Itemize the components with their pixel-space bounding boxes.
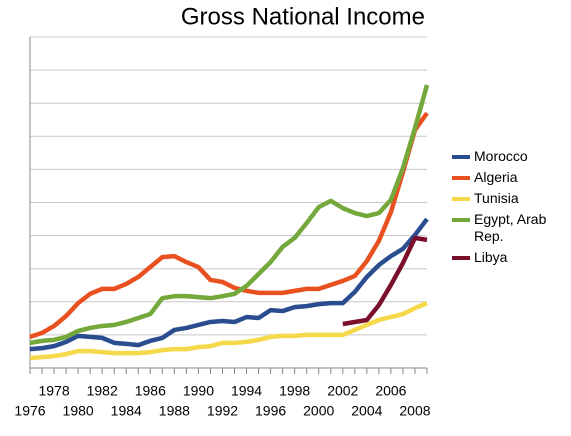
- x-tick-label: 1980: [63, 403, 94, 419]
- legend: Morocco Algeria Tunisia Egypt, Arab Rep. Lib…: [452, 148, 552, 270]
- x-tick-label: 1990: [183, 383, 214, 399]
- x-tick-label: 1978: [38, 383, 69, 399]
- legend-swatch: [452, 155, 470, 159]
- chart-title: Gross National Income: [181, 3, 425, 30]
- legend-swatch: [452, 176, 470, 180]
- x-tick-label: 1994: [231, 383, 262, 399]
- legend-swatch: [452, 218, 470, 222]
- x-tick-label: 2002: [327, 383, 358, 399]
- series-line: [29, 301, 428, 361]
- x-tick-label: 1988: [159, 403, 190, 419]
- x-tick-label: 2008: [399, 403, 430, 419]
- x-tick-label: 1986: [135, 383, 166, 399]
- x-tick-label: 2006: [375, 383, 406, 399]
- x-tick-label: 1992: [207, 403, 238, 419]
- series-line: [29, 217, 429, 352]
- x-tick-label: 1984: [111, 403, 142, 419]
- legend-item: Libya: [452, 249, 552, 266]
- x-tick-label: 1976: [14, 403, 45, 419]
- legend-item: Algeria: [452, 169, 552, 186]
- x-tick-label: 2004: [351, 403, 382, 419]
- legend-item: Morocco: [452, 148, 552, 165]
- x-tick-label: 1996: [255, 403, 286, 419]
- legend-item: Egypt, Arab Rep.: [452, 211, 552, 245]
- x-tick-label: 1998: [279, 383, 310, 399]
- series-line: [29, 84, 430, 346]
- legend-swatch: [452, 256, 470, 260]
- legend-label: Morocco: [474, 148, 528, 164]
- series-line: [342, 235, 428, 327]
- legend-item: Tunisia: [452, 190, 552, 207]
- legend-label: Algeria: [474, 169, 518, 185]
- legend-label: Egypt, Arab Rep.: [474, 211, 547, 244]
- legend-label: Tunisia: [474, 190, 519, 206]
- x-tick-label: 2000: [303, 403, 334, 419]
- legend-label: Libya: [474, 249, 508, 265]
- legend-swatch: [452, 197, 470, 201]
- x-tick-label: 1982: [87, 383, 118, 399]
- series-line: [29, 111, 429, 340]
